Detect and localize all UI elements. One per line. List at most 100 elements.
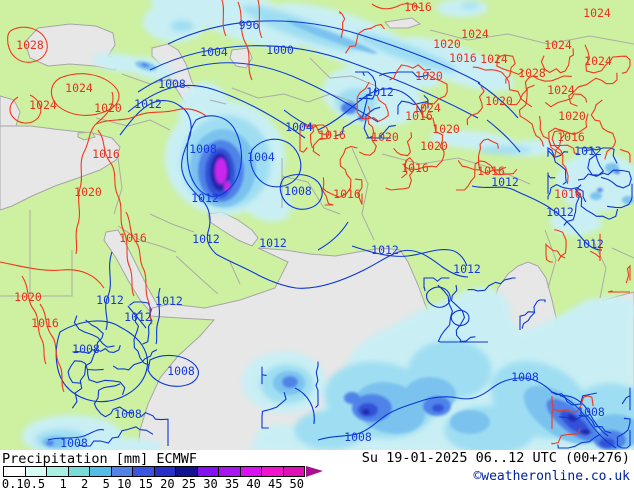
scale-tick-label: 45 (267, 477, 283, 490)
isobar-label: 1020 (371, 130, 399, 144)
isobar-label: 1016 (318, 128, 346, 142)
isobar-label: 1020 (420, 139, 448, 153)
isobar-label: 1020 (558, 109, 586, 123)
copyright-text: ©weatheronline.co.uk (473, 469, 630, 484)
isobar-label: 1020 (433, 37, 461, 51)
scale-segment (47, 467, 69, 476)
scale-tick-label: 35 (224, 477, 240, 490)
isobar-label: 996 (239, 18, 260, 32)
isobar-label: 1012 (155, 294, 183, 308)
mediterranean-sea (0, 125, 121, 211)
scale-segment (154, 467, 176, 476)
scale-tick-label: 5 (102, 477, 110, 490)
weather-map: 996 1000 1004 1008 1012 1004 1008 1004 1012 1008 1… (0, 0, 634, 452)
scale-tick-label: 10 (116, 477, 132, 490)
isobar-label: 1008 (114, 407, 142, 421)
persian-gulf (207, 211, 259, 247)
scale-tick-label: 2 (81, 477, 89, 490)
isobar-label: 1016 (404, 0, 432, 14)
isobar-label: 1004 (200, 45, 228, 59)
isobar-label: 1008 (511, 370, 539, 384)
isobar-label: 1028 (16, 38, 44, 52)
isobar-contours-low (47, 20, 633, 449)
isobar-label: 1016 (557, 130, 585, 144)
isobar-label: 1008 (577, 405, 605, 419)
isobar-contours-high (0, 0, 631, 445)
isobar-label: 1020 (94, 101, 122, 115)
scale-tick-label: 20 (160, 477, 175, 490)
scale-segment (111, 467, 133, 476)
forecast-datetime: Su 19-01-2025 06..12 UTC (00+276) (361, 450, 630, 466)
isobar-label: 1012 (192, 232, 220, 246)
isobar-label: 1020 (485, 94, 513, 108)
isobar-label: 1016 (401, 161, 429, 175)
isobar-label: 1020 (74, 185, 102, 199)
scale-segment (4, 467, 26, 476)
isobar-label: 1024 (583, 6, 611, 20)
isobar-label: 1008 (344, 430, 372, 444)
isobar-label: 1028 (518, 66, 546, 80)
isobar-label: 1016 (477, 164, 505, 178)
isobar-label: 1024 (461, 27, 489, 41)
isobar-label: 1012 (546, 205, 574, 219)
isobar-label: 1008 (158, 77, 186, 91)
isobar-label: 1012 (453, 262, 481, 276)
isobar-label: 1012 (366, 85, 394, 99)
isobar-label: 1008 (284, 184, 312, 198)
isobar-label: 1024 (544, 38, 572, 52)
scale-segment (197, 467, 219, 476)
isobar-label: 1008 (189, 142, 217, 156)
isobar-label: 1016 (333, 187, 361, 201)
isobar-label: 1016 (405, 109, 433, 123)
isobar-label: 1008 (72, 342, 100, 356)
isobar-label: 1020 (415, 69, 443, 83)
isobar-label: 1024 (584, 54, 612, 68)
isobar-label: 1012 (191, 191, 219, 205)
scale-segment (176, 467, 198, 476)
scale-tick-label: 50 (289, 477, 304, 490)
scale-tick-label: 25 (181, 477, 197, 490)
isobar-label: 1008 (167, 364, 195, 378)
isobar-label: 1020 (14, 290, 42, 304)
scale-segment (25, 467, 47, 476)
isobar-label: 1008 (60, 436, 88, 450)
scale-tick-label: 0.1 (1, 477, 24, 490)
scale-tick-label: 1 (59, 477, 67, 490)
scale-tick-label: 40 (246, 477, 261, 490)
isobar-label: 1024 (480, 52, 508, 66)
legend-bar: Precipitation [mm] ECMWF Su 19-01-2025 0… (0, 450, 634, 490)
legend-title: Precipitation [mm] ECMWF (2, 451, 198, 467)
isobar-label: 1012 (371, 243, 399, 257)
scale-tick-label: 15 (138, 477, 153, 490)
isobar-label: 1012 (259, 236, 287, 250)
scale-segment (133, 467, 155, 476)
isobar-label: 1004 (285, 120, 313, 134)
isobar-label: 1012 (96, 293, 124, 307)
scale-segment (240, 467, 262, 476)
scale-overflow-arrow (306, 466, 323, 477)
isobar-label: 1016 (554, 187, 582, 201)
isobar-label: 1012 (124, 310, 152, 324)
isobar-label: 1012 (134, 97, 162, 111)
isobar-label: 1004 (247, 150, 275, 164)
scale-tick-label: 30 (203, 477, 218, 490)
isobar-label: 1012 (576, 237, 604, 251)
isobar-label: 1024 (413, 101, 441, 115)
scale-segment (219, 467, 241, 476)
isobar-label: 1024 (65, 81, 93, 95)
isobar-label: 1012 (491, 175, 519, 189)
scale-segment (262, 467, 284, 476)
scale-tick-labels: 0.1 0.5 1 2 5 10 15 20 25 30 35 40 45 50 (0, 477, 330, 490)
scale-segment (68, 467, 90, 476)
scale-segment (283, 467, 304, 476)
isobar-label: 1024 (29, 98, 57, 112)
scale-segment (90, 467, 112, 476)
isobar-label: 1016 (31, 316, 59, 330)
isobar-label: 1016 (119, 231, 147, 245)
lake-balkhash (384, 17, 422, 29)
isobar-label: 1012 (574, 144, 602, 158)
isobar-label: 1016 (449, 51, 477, 65)
isobar-label: 1000 (266, 43, 294, 57)
precipitation-layer-cores (42, 20, 634, 450)
